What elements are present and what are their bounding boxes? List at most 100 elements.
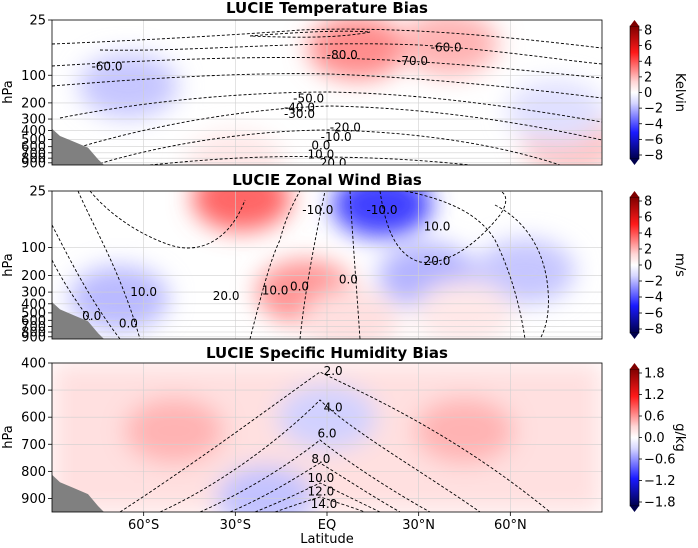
x-tick-label: 60°S — [128, 518, 159, 533]
x-tick-label: 60°N — [494, 518, 527, 533]
y-tick-label: 100 — [21, 69, 46, 84]
colorbar-extend-bottom — [630, 506, 639, 512]
colorbar-tick-label: −6 — [644, 133, 663, 148]
colorbar-gradient — [629, 368, 640, 507]
x-axis-label: Latitude — [300, 532, 354, 547]
contour-label: -40.0 — [284, 101, 315, 115]
colorbar-label: m/s — [672, 253, 687, 277]
colorbar-extend-bottom — [630, 159, 639, 165]
y-axis-label: hPa — [1, 253, 16, 276]
y-tick-label: 700 — [21, 146, 46, 161]
y-tick-label: 300 — [21, 113, 46, 128]
contour-label: 20.0 — [424, 254, 451, 268]
contour-label: 2.0 — [324, 364, 343, 378]
x-tick-label: 30°N — [402, 518, 435, 533]
colorbar-tick-label: −8 — [644, 149, 663, 164]
x-ticks: 60°S 30°S EQ 30°N 60°N — [128, 512, 527, 533]
bias-region — [506, 79, 602, 144]
y-tick-label: 400 — [21, 357, 46, 372]
y-tick-label: 400 — [21, 297, 46, 312]
y-tick-label: 300 — [21, 286, 46, 301]
colorbar-tick-label: −4 — [644, 117, 663, 132]
colorbar-tick-label: 0 — [644, 259, 652, 274]
panel-zonal-wind-bias: LUCIE Zonal Wind Bias -10.0 -10.010.020.0… — [1, 171, 687, 345]
y-tick-label: 25 — [29, 185, 46, 200]
colorbar-gradient — [629, 25, 640, 160]
colorbar-tick-label: 8 — [644, 24, 652, 39]
panel-title: LUCIE Specific Humidity Bias — [206, 344, 448, 362]
contour-label: 10.0 — [308, 471, 335, 485]
contour-labels: -10.0 -10.010.020.010.0 20.0 10.0 0.0 0.00.00… — [82, 203, 451, 331]
bias-region — [216, 465, 316, 512]
colorbar-label: g/kg — [672, 423, 687, 451]
contour-label: 10.0 — [262, 284, 289, 298]
bias-region — [78, 53, 178, 118]
bias-region — [415, 397, 514, 464]
contour-label: -10.0 — [366, 203, 397, 217]
terrain-mask — [52, 128, 104, 165]
contour-label: -20.0 — [330, 120, 361, 134]
y-tick-label: 900 — [21, 156, 46, 171]
bias-region — [191, 191, 291, 231]
y-tick-label: 600 — [21, 140, 46, 155]
contour-labels: -60.0-80.0 -70.0-60.0-50.0-40.0-30.0-20.0… — [91, 41, 461, 165]
y-tick-label: 500 — [21, 133, 46, 148]
y-tick-label: 700 — [21, 438, 46, 453]
colorbar-tick-label: 0.0 — [644, 431, 665, 446]
panel-title: LUCIE Temperature Bias — [226, 0, 428, 17]
bias-region — [308, 20, 408, 80]
y-tick-label: 500 — [21, 306, 46, 321]
terrain-mask — [52, 474, 104, 512]
x-tick-label: EQ — [318, 518, 336, 533]
terrain — [52, 128, 104, 165]
colorbar-label: Kelvin — [672, 73, 687, 112]
colorbar-tick-label: −1.2 — [644, 474, 676, 489]
contour-label: 0.0 — [119, 317, 138, 331]
y-tick-label: 600 — [21, 411, 46, 426]
contour-label: 6.0 — [317, 426, 336, 440]
bias-region — [124, 397, 224, 464]
colorbar-tick-label: 1.2 — [644, 388, 665, 403]
contour-label: -70.0 — [397, 54, 428, 68]
contour-label: 20.0 — [213, 289, 240, 303]
y-ticks: 400 500 600 700 800 900 — [21, 357, 52, 507]
colorbar-tick-label: −8 — [644, 323, 663, 338]
contour-label: -50.0 — [293, 92, 324, 106]
y-tick-label: 200 — [21, 96, 46, 111]
colorbar: 1.8 1.2 0.6 0.0 −0.6 −1.2 −1.8 g/kg — [629, 363, 687, 512]
colorbar-tick-label: 0 — [644, 86, 652, 101]
y-tick-label: 600 — [21, 314, 46, 329]
colorbar-tick-label: 1.8 — [644, 367, 665, 382]
terrain — [52, 474, 104, 512]
contour-label: 14.0 — [311, 497, 338, 511]
colorbar-tick-label: 0.6 — [644, 410, 665, 425]
colorbar-tick-label: −2 — [644, 275, 663, 290]
terrain — [52, 302, 104, 339]
contour-labels: 2.0 4.0 6.0 8.0 10.012.014.0 — [308, 364, 343, 511]
contour-label: -10.0 — [302, 203, 333, 217]
y-tick-label: 800 — [21, 326, 46, 341]
x-tick-label: 30°S — [220, 518, 251, 533]
colorbar-extend-bottom — [630, 333, 639, 339]
colorbar-tick-label: 2 — [644, 70, 652, 85]
colorbar-gradient — [629, 196, 640, 334]
bias-region — [69, 265, 169, 331]
y-tick-label: 900 — [21, 330, 46, 345]
bias-region — [415, 280, 514, 339]
colorbar-tick-label: 8 — [644, 195, 652, 210]
colorbar-tick-label: 6 — [644, 39, 652, 54]
y-axis-label: hPa — [1, 425, 16, 448]
colorbar-tick-label: −6 — [644, 307, 663, 322]
contour-label: 10.0 — [130, 285, 157, 299]
colorbar-extend-top — [630, 363, 639, 369]
colorbar-tick-label: 4 — [644, 227, 652, 242]
contour-label: 0.0 — [82, 309, 101, 323]
terrain-mask — [52, 302, 104, 339]
bias-field: -60.0-80.0 -70.0-60.0-50.0-40.0-30.0-20.0… — [52, 20, 602, 165]
y-tick-label: 400 — [21, 124, 46, 139]
contour-label: 10.0 — [308, 147, 335, 161]
contour-label: 0.0 — [339, 272, 358, 286]
